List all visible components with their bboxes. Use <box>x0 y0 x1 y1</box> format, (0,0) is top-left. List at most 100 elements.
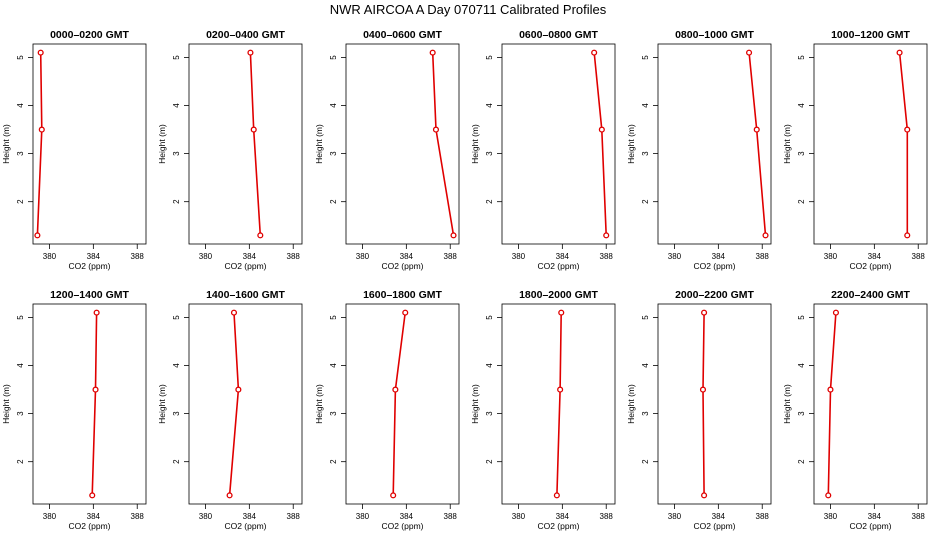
y-tick-label: 3 <box>172 151 181 156</box>
panel-12: 2200–2400 GMT 380 384 388 CO2 (ppm) 2 3 4 5 Heigh… <box>782 289 928 531</box>
x-tick-label: 388 <box>600 512 614 521</box>
y-tick-label: 3 <box>797 151 806 156</box>
panel-1: 0000–0200 GMT 380 384 388 CO2 (ppm) 2 3 4 5 Heigh… <box>1 29 147 271</box>
panel-title: 1400–1600 GMT <box>206 289 285 301</box>
y-axis-label: Height (m) <box>782 124 792 164</box>
y-tick-label: 5 <box>797 55 806 60</box>
y-axis-label: Height (m) <box>470 384 480 424</box>
x-tick-label: 380 <box>356 512 370 521</box>
data-point <box>93 309 100 316</box>
data-point <box>558 309 565 316</box>
x-axis-label: CO2 (ppm) <box>693 521 735 531</box>
data-point <box>226 492 233 499</box>
y-tick-label: 5 <box>329 55 338 60</box>
data-point <box>432 126 440 133</box>
data-point <box>746 49 753 56</box>
y-tick-label: 3 <box>16 151 25 156</box>
data-point <box>753 126 760 133</box>
data-point <box>598 126 605 133</box>
x-tick-label: 384 <box>868 252 882 261</box>
panel-title: 0600–0800 GMT <box>519 29 598 41</box>
plot-frame <box>657 43 772 245</box>
panel-8: 1400–1600 GMT 380 384 388 CO2 (ppm) 2 3 4 5 Heigh… <box>157 289 303 531</box>
y-tick-label: 5 <box>641 55 650 60</box>
plot-frame <box>813 43 928 245</box>
y-axis-label: Height (m) <box>470 124 480 164</box>
x-tick-label: 380 <box>512 252 526 261</box>
profile-line <box>249 52 262 236</box>
y-tick-label: 3 <box>797 411 806 416</box>
x-axis-label: CO2 (ppm) <box>693 261 735 271</box>
y-axis-label: Height (m) <box>1 124 11 164</box>
y-tick-label: 2 <box>329 459 338 464</box>
data-point <box>904 126 911 133</box>
x-axis-label: CO2 (ppm) <box>849 261 891 271</box>
y-tick-label: 2 <box>16 199 25 204</box>
x-tick-label: 380 <box>43 252 57 261</box>
y-axis-label: Height (m) <box>782 384 792 424</box>
plot-frame <box>32 303 147 505</box>
data-point <box>402 309 409 316</box>
x-axis-label: CO2 (ppm) <box>68 261 110 271</box>
y-tick-label: 4 <box>16 103 25 108</box>
y-tick-label: 2 <box>329 199 338 204</box>
panel-title: 1200–1400 GMT <box>50 289 129 301</box>
x-tick-label: 388 <box>287 512 301 521</box>
profile-line <box>593 52 607 236</box>
y-tick-label: 4 <box>172 103 181 108</box>
plot-frame <box>501 303 616 505</box>
y-tick-label: 2 <box>485 459 494 464</box>
x-tick-label: 380 <box>199 252 213 261</box>
y-tick-label: 3 <box>641 151 650 156</box>
data-point <box>37 49 44 56</box>
profile-line <box>702 312 705 496</box>
data-point <box>235 386 242 393</box>
data-point <box>832 309 839 316</box>
x-axis-label: CO2 (ppm) <box>68 521 110 531</box>
data-point <box>34 232 41 239</box>
x-tick-label: 384 <box>556 512 570 521</box>
y-axis-label: Height (m) <box>157 124 167 164</box>
x-axis-label: CO2 (ppm) <box>381 261 423 271</box>
data-point <box>701 492 708 499</box>
x-tick-label: 384 <box>868 512 882 521</box>
panel-title: 1000–1200 GMT <box>831 29 910 41</box>
panel-title: 1600–1800 GMT <box>363 289 442 301</box>
data-point <box>827 386 834 393</box>
data-point <box>591 49 598 56</box>
data-point <box>603 232 610 239</box>
profile-line <box>556 312 562 496</box>
data-point <box>89 492 96 499</box>
plot-frame <box>345 43 460 245</box>
x-tick-label: 384 <box>712 512 726 521</box>
data-point <box>392 386 399 393</box>
data-point <box>762 232 769 239</box>
y-tick-label: 4 <box>797 103 806 108</box>
profile-line <box>748 52 767 236</box>
main-title: NWR AIRCOA A Day 070711 Calibrated Profi… <box>329 2 607 17</box>
x-tick-label: 380 <box>668 252 682 261</box>
panel-title: 0800–1000 GMT <box>675 29 754 41</box>
y-tick-label: 3 <box>485 411 494 416</box>
plot-frame <box>188 43 303 245</box>
profile-line <box>898 52 909 236</box>
x-tick-label: 388 <box>131 512 145 521</box>
profile-line <box>431 52 455 236</box>
y-axis-label: Height (m) <box>626 124 636 164</box>
x-tick-label: 388 <box>444 252 458 261</box>
panel-7: 1200–1400 GMT 380 384 388 CO2 (ppm) 2 3 4 5 Heigh… <box>1 289 147 531</box>
y-tick-label: 3 <box>641 411 650 416</box>
panel-title: 2200–2400 GMT <box>831 289 910 301</box>
x-tick-label: 388 <box>131 252 145 261</box>
data-point <box>557 386 564 393</box>
panel-10: 1800–2000 GMT 380 384 388 CO2 (ppm) 2 3 4 5 Heigh… <box>470 289 616 531</box>
data-point <box>553 492 560 499</box>
y-tick-label: 4 <box>641 363 650 368</box>
y-tick-label: 2 <box>797 199 806 204</box>
x-tick-label: 384 <box>400 252 414 261</box>
y-tick-label: 5 <box>172 55 181 60</box>
x-tick-label: 388 <box>912 252 926 261</box>
x-axis-label: CO2 (ppm) <box>224 261 266 271</box>
data-point <box>247 49 254 56</box>
